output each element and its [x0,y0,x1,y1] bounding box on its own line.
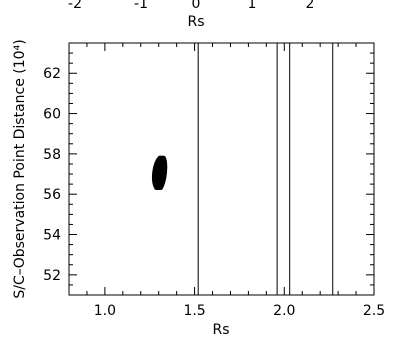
top-tick-label: -1 [134,0,148,12]
y-tick-label: 56 [43,187,61,203]
top-x-axis-label: Rs [187,14,204,30]
top-tick-label: -2 [68,0,82,12]
y-tick-label: 52 [43,268,61,284]
y-tick-label: 58 [43,147,61,163]
x-tick-label: 1.5 [183,303,205,319]
data-cluster [151,155,168,190]
y-tick-label: 60 [43,107,61,123]
top-tick-label: 2 [306,0,315,12]
y-tick-label: 54 [43,228,61,244]
x-tick-label: 2.0 [273,303,295,319]
y-axis-label: S/C–Observation Point Distance (10⁴) [12,39,28,298]
y-tick-label: 62 [43,66,61,82]
top-tick-label: 1 [248,0,257,12]
top-tick-label: 0 [192,0,201,12]
x-tick-label: 2.5 [363,303,385,319]
top-axis-strip: -2 -1 0 1 2 [68,0,314,12]
x-axis-ticks: 1.0 1.5 2.0 2.5 [86,43,385,319]
x-tick-label: 1.0 [94,303,116,319]
data-point [158,185,163,190]
vertical-lines [197,43,334,295]
plot-frame [68,42,375,296]
x-axis-label: Rs [212,322,229,338]
y-axis-ticks: 52 54 56 58 60 62 [43,52,374,286]
plot-area: 1.0 1.5 2.0 2.5 52 54 56 58 60 62 [43,42,385,319]
